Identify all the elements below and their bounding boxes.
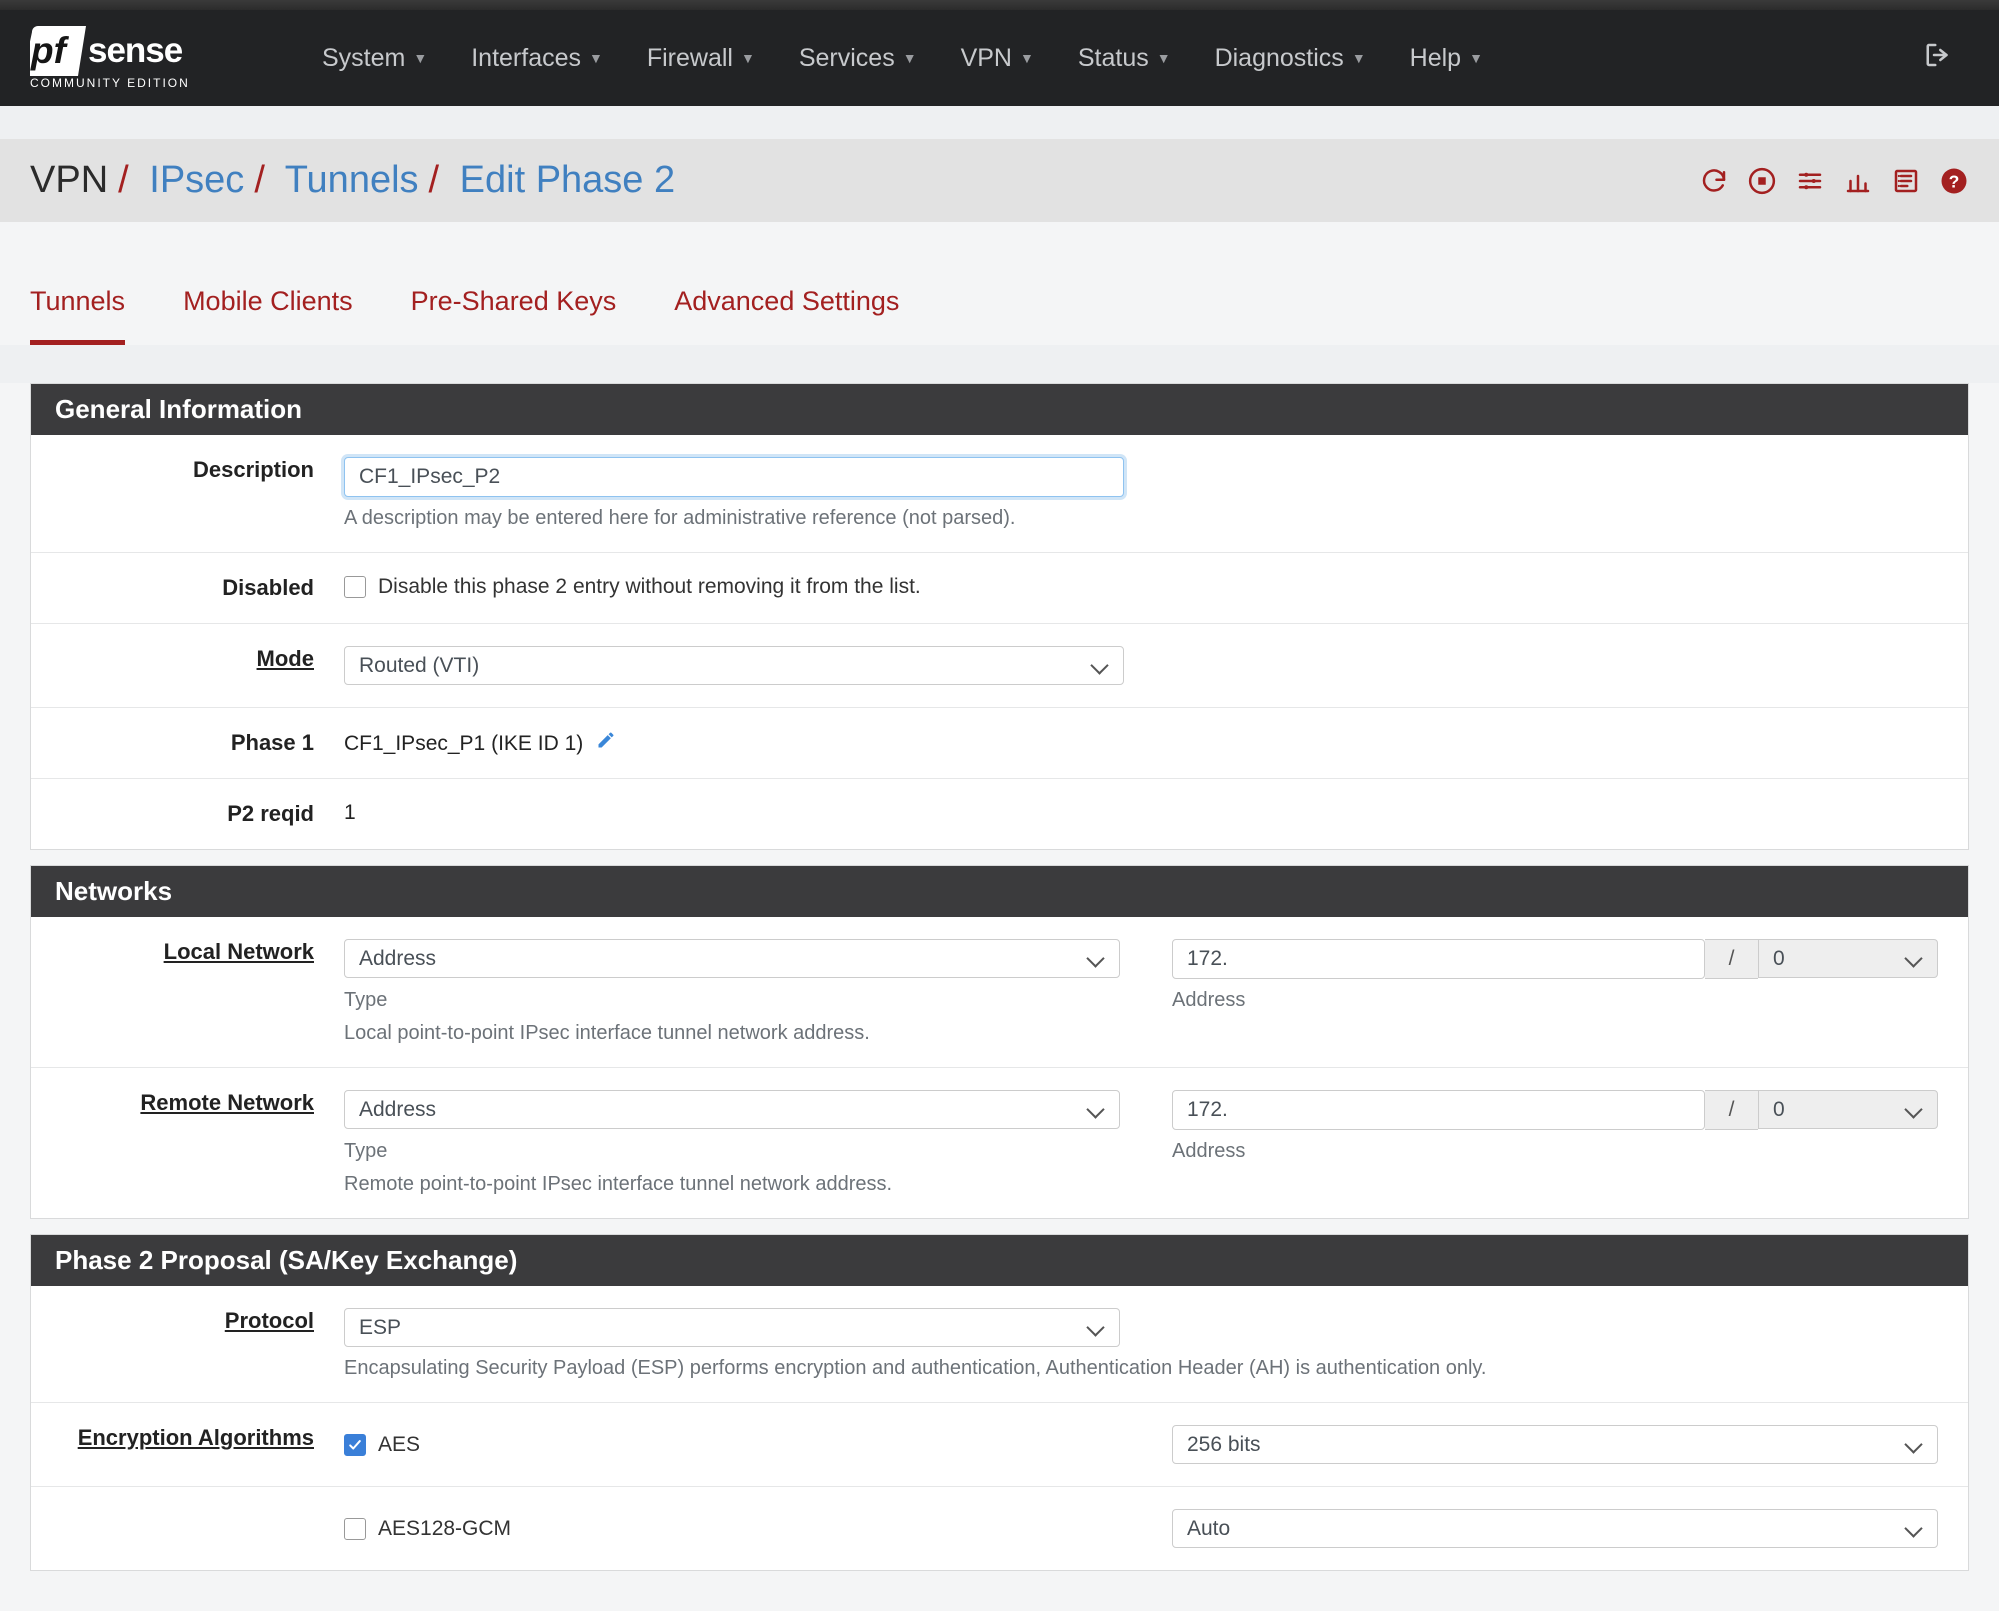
svg-text:pf: pf [30, 30, 70, 71]
svg-text:?: ? [1949, 171, 1960, 191]
svg-text:COMMUNITY EDITION: COMMUNITY EDITION [30, 76, 190, 90]
svg-text:sense: sense [88, 31, 183, 70]
